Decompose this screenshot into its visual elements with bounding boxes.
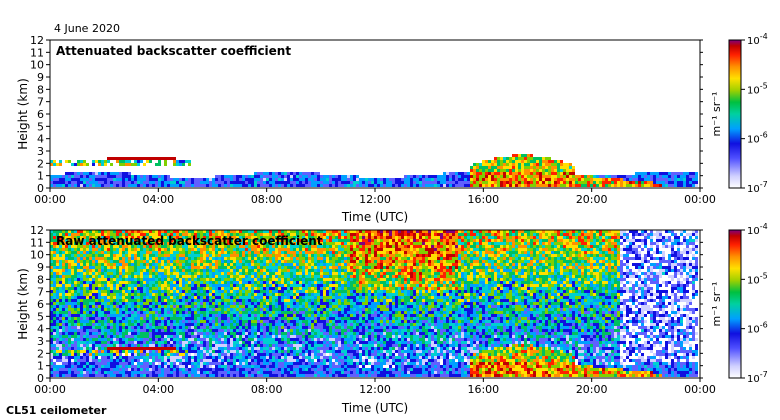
colorbar-tick-label: 10-5 bbox=[747, 271, 768, 286]
y-tick-label: 8 bbox=[37, 83, 44, 96]
colorbar-tick-label: 10-5 bbox=[747, 81, 768, 96]
y-tick-label: 5 bbox=[37, 310, 44, 323]
x-tick-label: 08:00 bbox=[251, 193, 283, 206]
x-tick-label: 00:00 bbox=[684, 383, 716, 396]
y-tick-label: 12 bbox=[30, 34, 44, 47]
x-tick-label: 00:00 bbox=[684, 193, 716, 206]
colorbar-tick-label: 10-7 bbox=[747, 370, 768, 385]
colorbar-tick-label: 10-6 bbox=[747, 131, 768, 146]
panel-1-xlabel: Time (UTC) bbox=[341, 210, 408, 224]
y-tick-label: 4 bbox=[37, 323, 44, 336]
x-tick-label: 12:00 bbox=[359, 193, 391, 206]
colorbar-tick-label: 10-4 bbox=[747, 222, 768, 237]
colorbar-1: 10-7 10-6 10-5 10-4 m⁻¹ sr⁻¹ bbox=[710, 32, 768, 195]
y-tick-label: 11 bbox=[30, 46, 44, 59]
y-tick-label: 6 bbox=[37, 108, 44, 121]
y-tick-label: 2 bbox=[37, 347, 44, 360]
colorbar-2-label: m⁻¹ sr⁻¹ bbox=[710, 282, 723, 327]
colorbar-tick-label: 10-6 bbox=[747, 321, 768, 336]
panel-1-ylabel: Height (km) bbox=[16, 78, 30, 149]
y-tick-label: 11 bbox=[30, 236, 44, 249]
x-tick-label: 04:00 bbox=[142, 193, 174, 206]
panel-1-title: Attenuated backscatter coefficient bbox=[56, 44, 291, 58]
y-tick-label: 1 bbox=[37, 170, 44, 183]
y-tick-label: 9 bbox=[37, 71, 44, 84]
y-tick-label: 0 bbox=[37, 182, 44, 195]
y-tick-label: 3 bbox=[37, 145, 44, 158]
panel-2-image bbox=[50, 230, 698, 377]
x-tick-label: 04:00 bbox=[142, 383, 174, 396]
x-tick-label: 16:00 bbox=[467, 383, 499, 396]
y-tick-label: 0 bbox=[37, 372, 44, 385]
y-tick-label: 7 bbox=[37, 96, 44, 109]
y-tick-label: 4 bbox=[37, 133, 44, 146]
panel-1-frame bbox=[49, 39, 701, 189]
x-tick-label: 16:00 bbox=[467, 193, 499, 206]
y-tick-label: 7 bbox=[37, 286, 44, 299]
colorbar-2: 10-7 10-6 10-5 10-4 m⁻¹ sr⁻¹ bbox=[710, 222, 768, 385]
y-tick-label: 1 bbox=[37, 360, 44, 373]
panel-2-xlabel: Time (UTC) bbox=[341, 401, 408, 415]
y-tick-label: 10 bbox=[30, 249, 44, 262]
date-label: 4 June 2020 bbox=[54, 22, 120, 35]
colorbar-1-label: m⁻¹ sr⁻¹ bbox=[710, 92, 723, 137]
colorbar-tick-label: 10-7 bbox=[747, 180, 768, 195]
x-tick-label: 12:00 bbox=[359, 383, 391, 396]
x-tick-label: 08:00 bbox=[251, 383, 283, 396]
colorbar-tick-label: 10-4 bbox=[747, 32, 768, 47]
x-tick-label: 20:00 bbox=[576, 383, 608, 396]
panel-2-title: Raw attenuated backscatter coefficient bbox=[56, 234, 323, 248]
y-tick-label: 12 bbox=[30, 224, 44, 237]
panel-2-ylabel: Height (km) bbox=[16, 268, 30, 339]
instrument-label: CL51 ceilometer bbox=[6, 404, 107, 417]
x-tick-label: 00:00 bbox=[34, 383, 66, 396]
y-tick-label: 6 bbox=[37, 298, 44, 311]
y-tick-label: 3 bbox=[37, 335, 44, 348]
panel-1-image bbox=[50, 154, 698, 187]
y-tick-label: 9 bbox=[37, 261, 44, 274]
panel-1: Attenuated backscatter coefficient 01234… bbox=[16, 34, 716, 224]
y-tick-label: 8 bbox=[37, 273, 44, 286]
panel-2: Raw attenuated backscatter coefficient 0… bbox=[16, 224, 716, 415]
y-tick-label: 10 bbox=[30, 59, 44, 72]
x-tick-label: 20:00 bbox=[576, 193, 608, 206]
x-tick-label: 00:00 bbox=[34, 193, 66, 206]
y-tick-label: 2 bbox=[37, 157, 44, 170]
y-tick-label: 5 bbox=[37, 120, 44, 133]
